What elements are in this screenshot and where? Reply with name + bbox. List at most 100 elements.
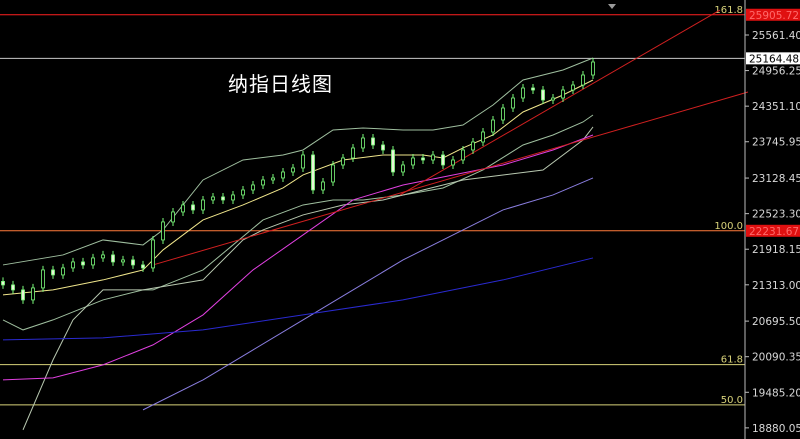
- candle-body: [21, 289, 25, 301]
- ma-magenta-line: [2, 134, 594, 381]
- candle-body: [401, 164, 405, 173]
- bollinger-lower-line: [2, 114, 594, 331]
- price-tag-box: [746, 224, 800, 237]
- candle-body: [201, 199, 205, 211]
- candle-body: [131, 259, 135, 266]
- price-tick-label: 23745.95: [752, 137, 800, 149]
- candle-body: [1, 280, 5, 286]
- current-price-tag-box: [746, 52, 800, 65]
- candle-body: [581, 74, 585, 86]
- price-tick-label: 25561.40: [752, 30, 800, 42]
- candle-body: [141, 264, 145, 269]
- candle-body: [571, 84, 575, 91]
- candle-body: [521, 87, 525, 99]
- candle-body: [291, 167, 295, 173]
- trendline-line: [399, 9, 721, 196]
- candle-body: [351, 147, 355, 159]
- price-tick-label: 22523.30: [752, 209, 800, 221]
- price-tick-label: 20090.35: [752, 352, 800, 364]
- candle-body: [341, 157, 345, 166]
- candle-body: [271, 177, 275, 181]
- candle-body: [41, 269, 45, 289]
- candle-body: [181, 204, 185, 213]
- candle-body: [171, 211, 175, 223]
- candle-body: [381, 144, 385, 151]
- chart-title: 纳指日线图: [228, 72, 333, 96]
- candle-body: [591, 61, 595, 76]
- candle-body: [221, 196, 225, 201]
- price-tags: 25905.72 22231.67 25164.48: [746, 8, 800, 238]
- candle-body: [461, 149, 465, 161]
- candle-body: [361, 137, 365, 149]
- candle-body: [431, 154, 435, 161]
- price-tick-label: 20695.50: [752, 316, 800, 328]
- candle-body: [101, 254, 105, 259]
- candle-body: [161, 221, 165, 241]
- candle-body: [61, 267, 65, 276]
- candle-body: [111, 254, 115, 263]
- candle-body: [31, 287, 35, 301]
- candle-body: [301, 154, 305, 169]
- indicator-lines: [2, 9, 749, 431]
- candle-body: [321, 181, 325, 191]
- candle-body: [441, 154, 445, 166]
- candles: [1, 58, 595, 304]
- price-tag-label: 25905.72: [749, 10, 799, 22]
- ma-long-line: [22, 126, 594, 431]
- candle-body: [551, 97, 555, 101]
- ma-lavender-line: [142, 177, 594, 411]
- candle-body: [451, 159, 455, 166]
- candle-body: [281, 171, 285, 179]
- shift-marker-icon[interactable]: [608, 4, 616, 9]
- candle-body: [191, 204, 195, 211]
- price-tag-label: 22231.67: [749, 226, 799, 238]
- candle-body: [421, 157, 425, 161]
- bollinger-upper-line: [2, 57, 594, 266]
- candle-body: [481, 131, 485, 143]
- bollinger-middle-line: [2, 79, 594, 296]
- price-tick-label: 21918.15: [752, 244, 800, 256]
- fib-level-label: 50.0: [721, 395, 743, 406]
- price-tag-box: [746, 8, 800, 21]
- candle-body: [81, 261, 85, 266]
- candle-body: [71, 261, 75, 269]
- trendline-line: [152, 91, 749, 266]
- candle-body: [91, 257, 95, 266]
- candle-body: [251, 184, 255, 191]
- price-tick-label: 24351.10: [752, 101, 800, 113]
- horizontal-levels: 161.8 100.0 61.8 50.0: [0, 5, 745, 406]
- candle-body: [311, 154, 315, 191]
- candle-body: [151, 239, 155, 269]
- price-axis[interactable]: 25561.40 24956.25 24351.10 23745.95 23128.45…: [745, 30, 800, 435]
- candle-body: [531, 87, 535, 91]
- candle-body: [541, 89, 545, 101]
- fib-level-label: 61.8: [721, 355, 743, 366]
- candle-body: [211, 196, 215, 201]
- candle-body: [561, 89, 565, 99]
- candle-body: [411, 157, 415, 166]
- candle-body: [51, 269, 55, 276]
- candle-body: [231, 194, 235, 201]
- fib-level-label: 161.8: [714, 5, 743, 16]
- price-tick-label: 19485.20: [752, 387, 800, 399]
- candle-body: [241, 189, 245, 196]
- candle-body: [11, 284, 15, 291]
- price-tick-label: 23128.45: [752, 173, 800, 185]
- candle-body: [391, 149, 395, 173]
- candle-body: [471, 141, 475, 151]
- candle-body: [371, 137, 375, 146]
- price-tick-label: 21313.00: [752, 280, 800, 292]
- price-tick-label: 24956.25: [752, 66, 800, 78]
- ma-blue-line: [2, 257, 594, 341]
- candle-body: [331, 164, 335, 183]
- candle-body: [491, 119, 495, 133]
- candle-body: [501, 107, 505, 121]
- fib-level-label: 100.0: [714, 221, 743, 232]
- candle-body: [511, 97, 515, 109]
- price-tick-label: 18880.05: [752, 423, 800, 435]
- current-price-tag-label: 25164.48: [749, 53, 799, 65]
- candle-body: [121, 259, 125, 263]
- candle-body: [261, 179, 265, 186]
